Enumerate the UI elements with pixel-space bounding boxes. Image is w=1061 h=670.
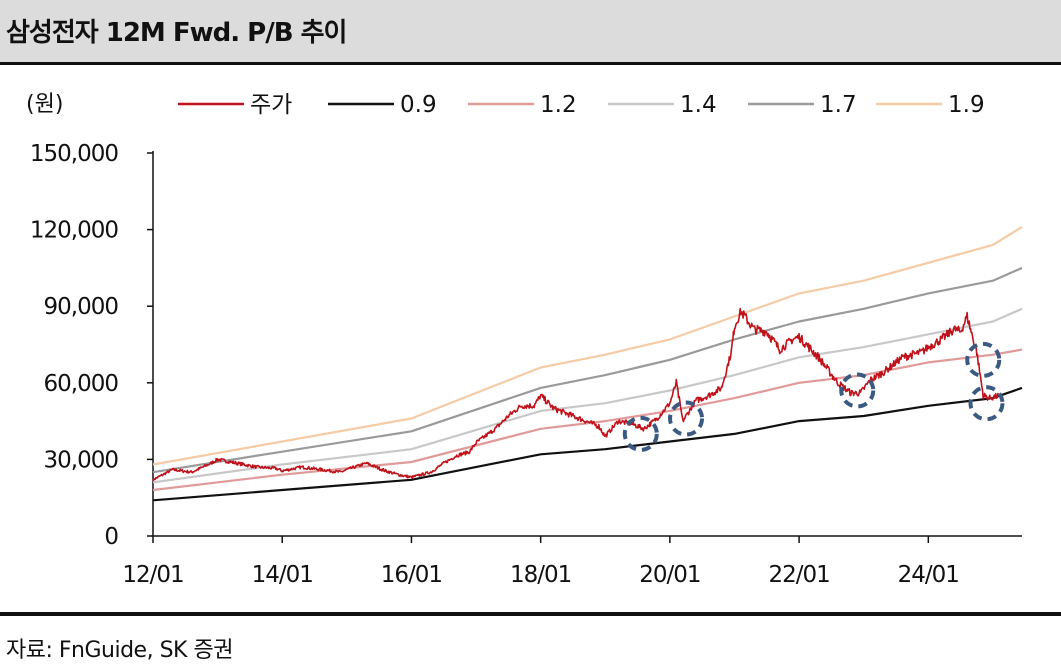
y-tick-label: 120,000 (30, 218, 118, 244)
chart-title: 삼성전자 12M Fwd. P/B 추이 (6, 18, 347, 48)
footer-divider (0, 612, 1061, 616)
annotation-circle-2 (668, 400, 705, 437)
title-divider (0, 62, 1061, 65)
y-axis: 0 30,000 60,000 90,000 120,000 150,000 (30, 141, 154, 550)
legend-label: 0.9 (400, 92, 437, 118)
annotation-circle-1 (622, 415, 659, 452)
x-tick-label: 16/01 (381, 562, 442, 588)
series-lines (152, 226, 1023, 502)
annotation-circles (622, 341, 1005, 452)
chart-legend: (원) 주가 0.9 1.2 1.4 1.7 1.9 (26, 92, 985, 118)
series-line-주가 (152, 307, 1000, 482)
legend-label: 1.7 (820, 92, 857, 118)
x-tick-label: 24/01 (898, 562, 959, 588)
series-line-1.4 (152, 307, 1023, 484)
x-tick-label: 12/01 (122, 562, 183, 588)
y-tick-label: 90,000 (44, 294, 119, 320)
annotation-circle-3 (839, 372, 876, 409)
series-line-1.2 (152, 348, 1023, 492)
y-tick-label: 60,000 (44, 371, 119, 397)
series-line-1.7 (152, 266, 1023, 474)
y-tick-label: 150,000 (30, 141, 118, 167)
x-axis: 12/01 14/01 16/01 18/01 20/01 22/01 24/01 (122, 535, 1022, 588)
y-unit-label: (원) (26, 92, 63, 117)
source-note: 자료: FnGuide, SK 증권 (6, 638, 233, 663)
legend-label: 1.9 (948, 92, 985, 118)
x-tick-label: 22/01 (768, 562, 829, 588)
y-tick-label: 0 (104, 524, 118, 550)
legend-label: 주가 (250, 92, 292, 118)
legend-label: 1.4 (680, 92, 717, 118)
y-tick-label: 30,000 (44, 447, 119, 473)
series-line-0.9 (152, 386, 1023, 502)
series-line-1.9 (152, 226, 1023, 466)
x-tick-label: 14/01 (252, 562, 313, 588)
title-bar: 삼성전자 12M Fwd. P/B 추이 (0, 0, 1061, 62)
x-tick-label: 18/01 (510, 562, 571, 588)
annotation-circle-4 (965, 341, 1002, 378)
pb-band-chart: (원) 주가 0.9 1.2 1.4 1.7 1.9 0 30,000 60,000 90,000… (26, 92, 1023, 588)
legend-label: 1.2 (540, 92, 577, 118)
x-tick-label: 20/01 (639, 562, 700, 588)
annotation-circle-5 (968, 385, 1005, 422)
